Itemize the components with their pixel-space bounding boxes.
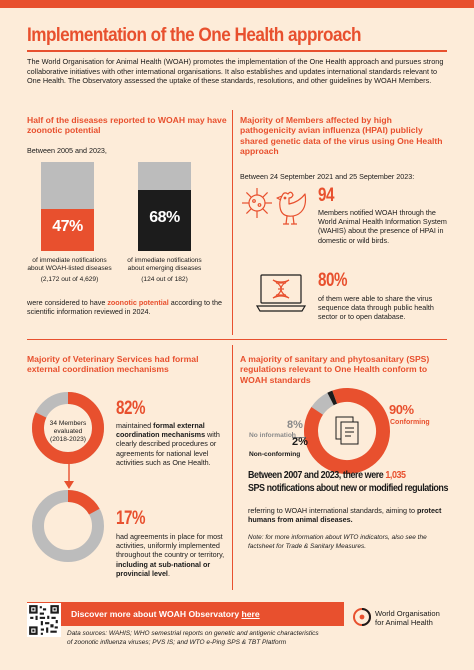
vet-donut-82-arc bbox=[32, 392, 104, 464]
sps-donut bbox=[304, 387, 390, 474]
zoonotic-period: Between 2005 and 2023, bbox=[27, 146, 107, 155]
bar-listed-sub: (2,172 out of 4,629) bbox=[40, 276, 99, 283]
footer-sources-line2: of zoonotic influenza viruses; PVS IS; a… bbox=[67, 638, 287, 646]
zoonotic-conclusion: were considered to have zoonotic potenti… bbox=[27, 298, 227, 316]
hpai-sequence-value: 80% bbox=[318, 270, 347, 291]
vet-formal-pre: maintained bbox=[116, 421, 154, 430]
top-accent-bar bbox=[0, 0, 474, 8]
hpai-members-value: 94 bbox=[318, 185, 334, 206]
column-divider-bottom bbox=[232, 345, 233, 590]
bar-listed-diseases-fill bbox=[41, 209, 94, 251]
vet-donut-label-3: (2018-2023) bbox=[50, 436, 86, 444]
sps-nonconforming-value: 2% bbox=[292, 436, 308, 448]
footer-cta-bar[interactable]: Discover more about WOAH Observatory her… bbox=[27, 602, 344, 626]
zoonotic-conclusion-post: according to the scientific information … bbox=[27, 298, 222, 317]
sps-noinfo-leader bbox=[292, 432, 293, 438]
bar-emerging-diseases-value: 68% bbox=[149, 209, 180, 226]
vet-donut-17-arc bbox=[32, 490, 104, 562]
row-divider bbox=[27, 339, 447, 340]
zoonotic-conclusion-pre: were considered to have bbox=[27, 298, 108, 307]
footer-cta-text: Discover more about WOAH Observatory bbox=[71, 609, 242, 619]
sps-headline: Between 2007 and 2023, there were 1,035 … bbox=[248, 470, 449, 495]
sps-text-bold: protect humans from animal diseases. bbox=[248, 506, 442, 525]
zoonotic-section-title: Half of the diseases reported to WOAH ma… bbox=[27, 115, 227, 136]
vet-formal-text: maintained formal external coordination … bbox=[116, 421, 228, 467]
vet-formal-value: 82% bbox=[116, 398, 145, 419]
vet-section-title: Majority of Veterinary Services had form… bbox=[27, 354, 199, 375]
qr-code-icon[interactable] bbox=[27, 603, 61, 637]
page-title: Implementation of the One Health approac… bbox=[27, 24, 362, 46]
sps-text-pre: referring to WOAH international standard… bbox=[248, 506, 417, 515]
sps-noinfo-value: 8% bbox=[287, 419, 303, 431]
vet-donut-17 bbox=[32, 490, 104, 562]
sps-section-title: A majority of sanitary and phytosanitary… bbox=[240, 354, 430, 385]
footer-cta[interactable]: Discover more about WOAH Observatory her… bbox=[71, 609, 260, 619]
sps-headline-number: 1,035 bbox=[385, 470, 406, 481]
sps-slice-conforming bbox=[304, 387, 390, 474]
woah-logo-text: World Organisation for Animal Health bbox=[375, 609, 455, 627]
vet-subnational-post: . bbox=[167, 568, 170, 578]
zoonotic-potential-emphasis: zoonotic potential bbox=[107, 298, 169, 307]
hpai-sequence-text: of them were able to share the virus seq… bbox=[318, 294, 434, 322]
sps-noinfo-label: No information bbox=[249, 432, 296, 439]
footer-sources: Data sources: WAHIS; WHO semestrial repo… bbox=[67, 630, 357, 647]
bar-listed-caption: of immediate notifications about WOAH-li… bbox=[27, 257, 112, 273]
vet-donut-82 bbox=[32, 392, 104, 464]
intro-paragraph: The World Organisation for Animal Health… bbox=[27, 57, 444, 86]
sps-conforming-value: 90% bbox=[389, 402, 414, 417]
woah-logo-line1: World Organisation bbox=[375, 609, 440, 618]
sps-headline-post: SPS notifications about new or modified … bbox=[248, 482, 449, 494]
sps-conforming-label: Conforming bbox=[390, 419, 430, 426]
vet-subnational-text: had agreements in place for most activit… bbox=[116, 532, 228, 578]
footer-cta-link[interactable]: here bbox=[241, 609, 260, 619]
sps-nonconforming-label: Non-conforming bbox=[249, 451, 301, 458]
vet-formal-post: with clearly described procedures or agr… bbox=[116, 430, 220, 467]
sps-text: referring to WOAH international standard… bbox=[248, 506, 448, 524]
sps-note: Note: for more information about WTO ind… bbox=[248, 534, 427, 550]
chicken-icon bbox=[276, 191, 307, 225]
bar-listed-diseases: 47% bbox=[41, 162, 94, 251]
title-divider bbox=[27, 50, 447, 52]
woah-logo-line2: for Animal Health bbox=[375, 618, 433, 627]
arrow-down-icon bbox=[64, 463, 74, 489]
vet-donut-label-2: evaluated bbox=[53, 428, 83, 436]
vet-donut-label: 34 Members evaluated (2018-2023) bbox=[30, 420, 106, 445]
bar-emerging-sub: (124 out of 182) bbox=[141, 276, 188, 283]
vet-subnational-value: 17% bbox=[116, 508, 145, 529]
vet-donut-label-1: 34 Members bbox=[49, 420, 87, 427]
virus-icon bbox=[242, 188, 272, 218]
woah-logo-icon bbox=[353, 608, 371, 626]
hpai-section-title: Majority of Members affected by high pat… bbox=[240, 115, 443, 157]
bar-emerging-diseases-fill bbox=[138, 190, 191, 251]
vet-subnational-bold: including at sub-national or provincial … bbox=[116, 559, 211, 578]
hpai-members-text: Members notified WOAH through the World … bbox=[318, 208, 447, 245]
sps-noinfo-leader-h bbox=[292, 437, 306, 438]
vet-subnational-pre: had agreements in place for most activit… bbox=[116, 532, 225, 560]
sps-headline-pre: Between 2007 and 2023, there were bbox=[248, 470, 386, 481]
bar-listed-diseases-value: 47% bbox=[52, 218, 83, 235]
hpai-period: Between 24 September 2021 and 25 Septemb… bbox=[240, 172, 415, 181]
footer-sources-line1: Data sources: WAHIS; WHO semestrial repo… bbox=[67, 630, 319, 637]
laptop-dna-icon bbox=[255, 274, 307, 312]
vet-formal-bold: formal external coordination mechanisms bbox=[116, 421, 206, 440]
bar-emerging-diseases: 68% bbox=[138, 162, 191, 251]
column-divider-top bbox=[232, 110, 233, 335]
bar-emerging-caption: of immediate notifications about emergin… bbox=[127, 257, 202, 273]
documents-icon bbox=[335, 416, 359, 445]
